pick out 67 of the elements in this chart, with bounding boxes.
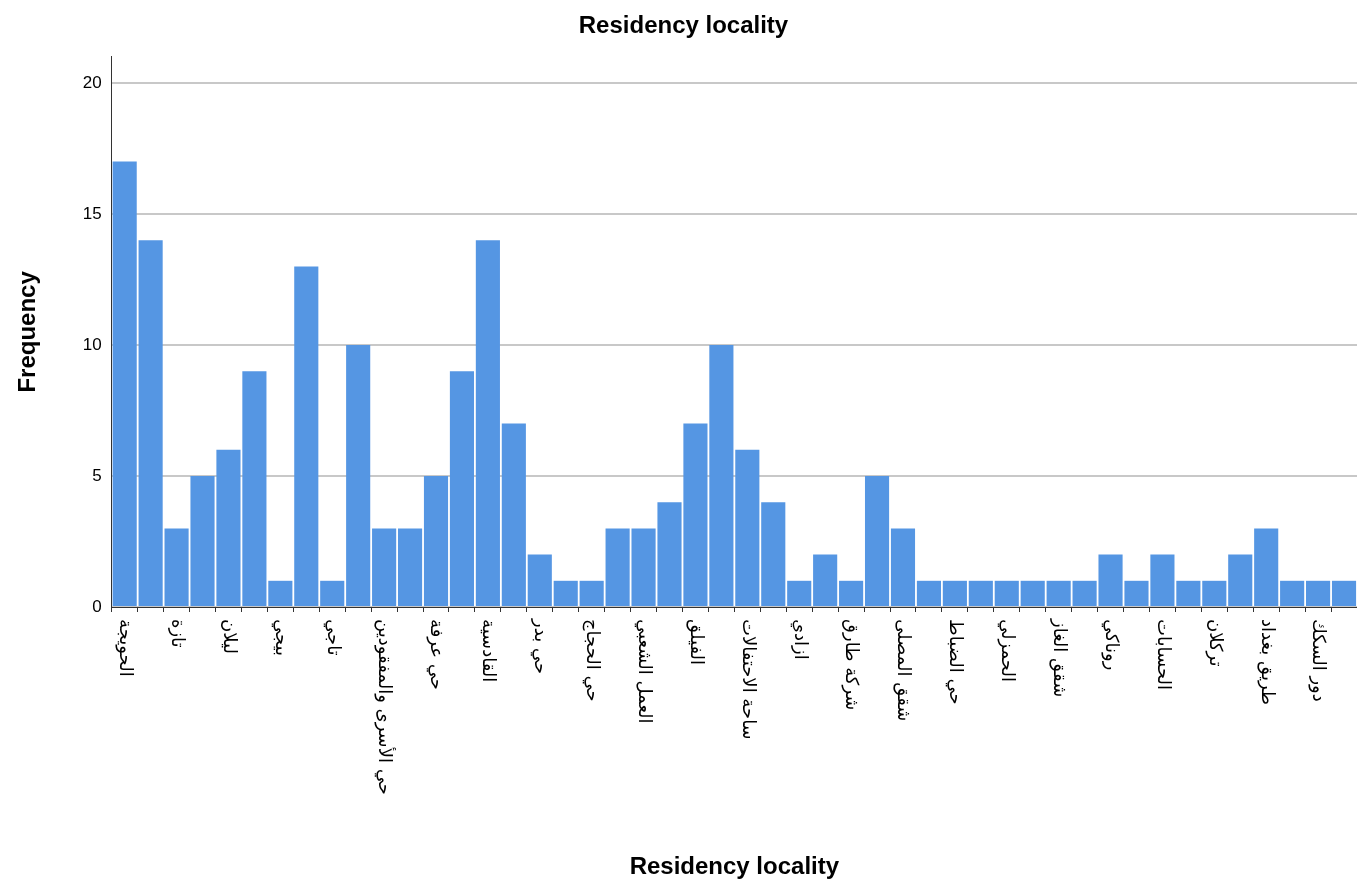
x-tick-label: ساحة الاحتفالات [738, 619, 760, 740]
bar [890, 528, 916, 606]
bar [1331, 580, 1357, 606]
bar [372, 528, 397, 606]
bar [294, 266, 319, 606]
x-tick-label: طريق بغداد [1256, 619, 1279, 706]
bar [813, 554, 838, 606]
x-tick-label: الفيلق [685, 619, 708, 665]
x-tick-label: حي الحجاج [581, 619, 604, 702]
x-tick-label: ليلان [219, 619, 241, 654]
x-tick-label: حي عرفة [426, 619, 449, 690]
x-tick-label: الحويجة [115, 619, 138, 677]
y-tick-label: 0 [92, 596, 102, 616]
x-tick-label: تركلان [1204, 619, 1227, 667]
x-tick-label: دور السكك [1308, 619, 1331, 702]
y-tick-label: 20 [82, 72, 102, 92]
bar [735, 449, 760, 606]
x-tick-label: شقق المصلى [893, 619, 916, 722]
y-tick-label: 5 [92, 465, 102, 485]
x-tick-label: تاجي [322, 619, 345, 656]
x-tick-label: حي الأسرى والمفقودين [374, 619, 397, 795]
x-tick-label: شقق الغاز [1048, 618, 1071, 698]
bar [112, 161, 137, 606]
bar [942, 580, 967, 606]
bar [761, 502, 786, 606]
bar [1202, 580, 1227, 606]
x-tick-label: حي الضباط [945, 619, 968, 705]
x-tick-label: العمل الشعبي [633, 619, 656, 724]
bar [579, 580, 604, 606]
bar [553, 580, 578, 606]
bar [1254, 528, 1279, 606]
bar [1176, 580, 1201, 606]
y-axis-title: Frequency [13, 270, 41, 393]
bar [527, 554, 552, 606]
x-tick-label: بيجي [270, 619, 293, 657]
x-tick-label: الحسابات [1153, 619, 1175, 691]
bar [320, 580, 345, 606]
bar [864, 476, 890, 606]
bar [423, 476, 449, 606]
bar [475, 240, 500, 606]
x-tick-label: ازادي [789, 619, 812, 660]
x-tick-label: تازة [167, 619, 189, 648]
bar [994, 580, 1019, 606]
bar [1280, 580, 1305, 606]
bar [501, 423, 526, 606]
x-tick-label: الحمزلي [997, 619, 1020, 682]
bar [398, 528, 423, 606]
bar [138, 240, 163, 606]
bar [916, 580, 941, 606]
bar [1228, 554, 1253, 606]
bar [346, 345, 371, 606]
chart-title: Residency locality [578, 11, 789, 39]
bar [968, 580, 993, 606]
bar [1306, 580, 1331, 606]
y-tick-label: 10 [82, 334, 102, 354]
x-tick-label: حي بدر [530, 618, 553, 675]
x-tick-label: القادسية [479, 619, 501, 683]
x-tick-label: شركة طارق [841, 619, 864, 711]
bar [1020, 580, 1045, 606]
bar [1046, 580, 1071, 606]
bar [839, 580, 864, 606]
bar [268, 580, 293, 606]
y-tick-label: 15 [82, 203, 102, 223]
x-axis-title: Residency locality [629, 852, 840, 880]
bar [449, 371, 475, 606]
bar [787, 580, 812, 606]
x-tick-label: روناكي [1100, 619, 1123, 671]
